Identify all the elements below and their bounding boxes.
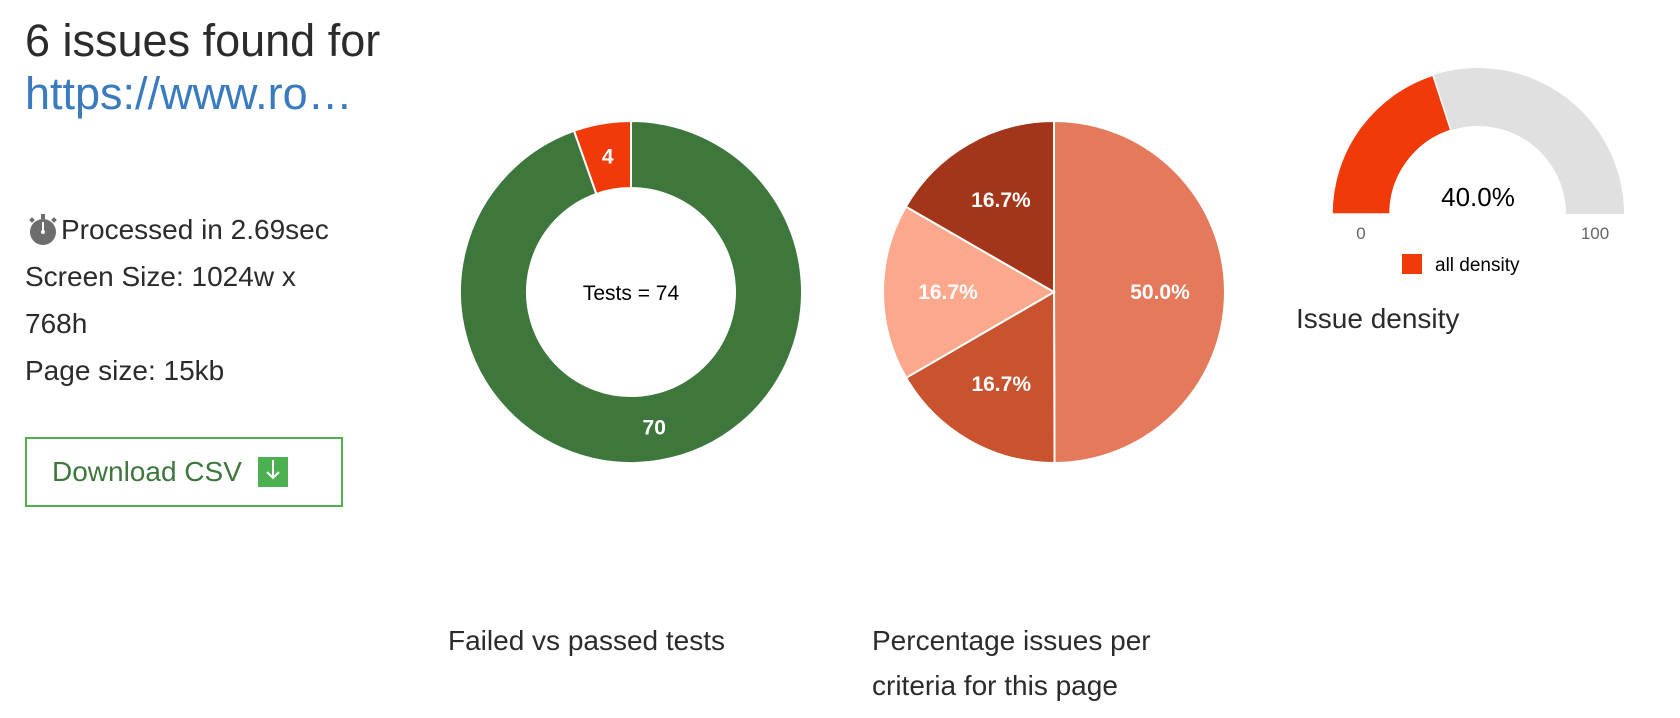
scan-info: Processed in 2.69sec Screen Size: 1024w … xyxy=(25,206,355,394)
donut-caption: Failed vs passed tests xyxy=(448,625,726,656)
pie-slice xyxy=(904,119,1055,294)
issues-found-text: 6 issues found for xyxy=(25,15,381,66)
donut-center-label: Tests = 74 xyxy=(583,282,680,305)
donut-slice xyxy=(572,119,632,196)
gauge-max-label: 100 xyxy=(1581,224,1609,243)
donut-slice-label: 4 xyxy=(602,145,614,168)
processed-time: Processed in 2.69sec xyxy=(61,214,329,245)
gauge-caption: Issue density xyxy=(1296,303,1460,334)
gauge-value-arc xyxy=(1331,74,1452,215)
pie-slice-label: 16.7% xyxy=(918,281,978,304)
pie-slice-label: 50.0% xyxy=(1130,281,1190,304)
download-icon xyxy=(257,457,288,487)
pie-slice-label: 16.7% xyxy=(971,189,1031,212)
pie-caption: Percentage issues per criteria for this … xyxy=(872,625,1151,701)
gauge-value-label: 40.0% xyxy=(1441,182,1515,212)
gauge-legend-label: all density xyxy=(1435,255,1520,276)
pie-slice xyxy=(904,290,1056,464)
gauge-min-label: 0 xyxy=(1356,224,1365,243)
scanned-url-link[interactable]: https://www.ro… xyxy=(25,68,353,119)
pie-slice-label: 16.7% xyxy=(971,373,1031,396)
stopwatch-icon xyxy=(25,212,61,248)
gauge-legend-swatch xyxy=(1402,254,1422,274)
donut-slice xyxy=(459,119,803,464)
pie-slice xyxy=(882,205,1056,380)
download-csv-label: Download CSV xyxy=(52,456,242,487)
pie-slice xyxy=(1053,119,1226,465)
donut-slice-label: 70 xyxy=(643,417,666,440)
page-title: 6 issues found for https://www.ro… xyxy=(25,14,385,120)
screen-size: Screen Size: 1024w x 768h xyxy=(25,261,296,339)
download-csv-button[interactable]: Download CSV xyxy=(25,437,343,507)
page-size: Page size: 15kb xyxy=(25,355,225,386)
gauge-remainder xyxy=(1432,68,1624,214)
